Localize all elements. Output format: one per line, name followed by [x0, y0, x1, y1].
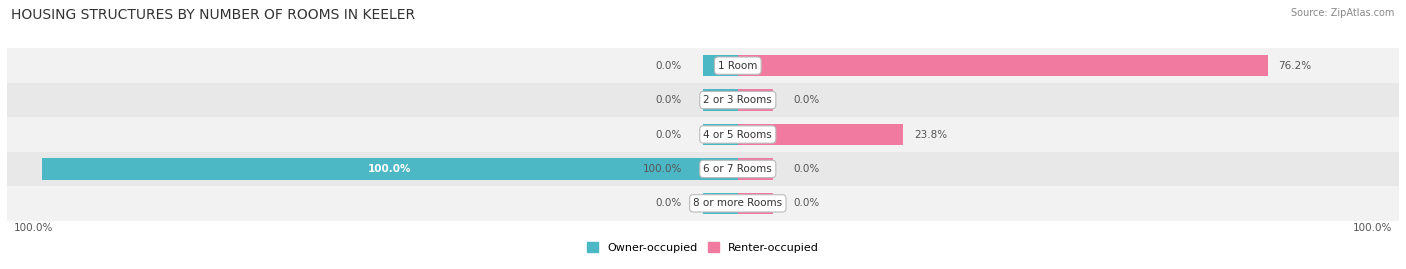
Bar	[7, 48, 1399, 83]
Bar	[7, 186, 1399, 221]
Bar	[738, 124, 904, 145]
Text: 0.0%: 0.0%	[793, 164, 820, 174]
Bar	[703, 124, 738, 145]
Bar	[7, 117, 1399, 152]
Text: Source: ZipAtlas.com: Source: ZipAtlas.com	[1291, 8, 1395, 18]
Text: 100.0%: 100.0%	[1353, 223, 1392, 233]
Text: 0.0%: 0.0%	[655, 198, 682, 208]
Bar	[738, 158, 773, 180]
Bar	[703, 193, 738, 214]
Bar	[738, 89, 773, 111]
Bar	[703, 55, 738, 76]
Text: 8 or more Rooms: 8 or more Rooms	[693, 198, 782, 208]
Text: 100.0%: 100.0%	[14, 223, 53, 233]
Bar	[7, 83, 1399, 117]
Text: 2 or 3 Rooms: 2 or 3 Rooms	[703, 95, 772, 105]
Text: 0.0%: 0.0%	[655, 95, 682, 105]
Text: 0.0%: 0.0%	[655, 129, 682, 140]
Text: 0.0%: 0.0%	[655, 61, 682, 71]
Text: 0.0%: 0.0%	[793, 198, 820, 208]
Text: 1 Room: 1 Room	[718, 61, 758, 71]
Legend: Owner-occupied, Renter-occupied: Owner-occupied, Renter-occupied	[586, 242, 820, 253]
Bar	[738, 55, 1268, 76]
Bar	[703, 89, 738, 111]
Text: 23.8%: 23.8%	[914, 129, 948, 140]
Text: 100.0%: 100.0%	[643, 164, 682, 174]
Bar	[738, 193, 773, 214]
Text: 0.0%: 0.0%	[793, 95, 820, 105]
Text: 6 or 7 Rooms: 6 or 7 Rooms	[703, 164, 772, 174]
Text: 76.2%: 76.2%	[1278, 61, 1312, 71]
Text: HOUSING STRUCTURES BY NUMBER OF ROOMS IN KEELER: HOUSING STRUCTURES BY NUMBER OF ROOMS IN…	[11, 8, 415, 22]
Text: 100.0%: 100.0%	[368, 164, 412, 174]
Text: 4 or 5 Rooms: 4 or 5 Rooms	[703, 129, 772, 140]
Bar	[42, 158, 738, 180]
Bar	[7, 152, 1399, 186]
